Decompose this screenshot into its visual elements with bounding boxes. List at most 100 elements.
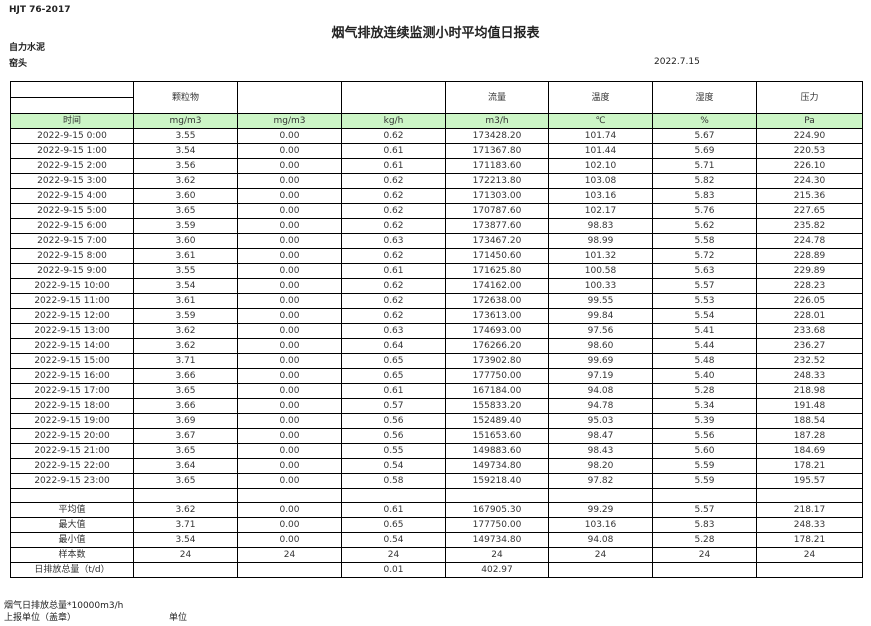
table-cell: 时间 (10, 113, 134, 129)
table-cell: ℃ (548, 113, 653, 129)
table-row: 2022-9-15 23:00 3.65 0.00 0.58 159218.40 97.8… (10, 473, 863, 489)
table-cell: 5.56 (652, 428, 757, 444)
table-cell: 177750.00 (445, 517, 549, 533)
table-cell: 0.00 (237, 188, 342, 204)
table-cell: 187.28 (756, 428, 863, 444)
table-cell: 3.55 (133, 263, 238, 279)
table-cell: 228.23 (756, 278, 863, 294)
table-cell: 0.00 (237, 458, 342, 474)
table-cell: 3.62 (133, 173, 238, 189)
table-cell: 湿度 (652, 81, 757, 114)
table-cell: 5.41 (652, 323, 757, 339)
table-cell: 3.54 (133, 278, 238, 294)
table-cell: 0.00 (237, 248, 342, 264)
table-cell (237, 562, 342, 578)
table-cell: 98.43 (548, 443, 653, 459)
table-cell: 218.98 (756, 383, 863, 399)
table-row: 2022-9-15 6:00 3.59 0.00 0.62 173877.60 98.83… (10, 218, 863, 234)
table-cell: 最大值 (10, 517, 134, 533)
table-cell: 0.62 (341, 188, 446, 204)
table-row: 2022-9-15 10:00 3.54 0.00 0.62 174162.00 100.… (10, 278, 863, 294)
table-cell: mg/m3 (237, 113, 342, 129)
table-cell: 24 (133, 547, 238, 563)
table-cell: 220.53 (756, 143, 863, 159)
table-cell: 0.00 (237, 278, 342, 294)
table-cell (133, 488, 238, 503)
table-cell: 2022-9-15 20:00 (10, 428, 134, 444)
table-cell: 98.60 (548, 338, 653, 354)
table-cell: 100.33 (548, 278, 653, 294)
table-cell: 0.62 (341, 173, 446, 189)
table-cell: 229.89 (756, 263, 863, 279)
table-cell: 0.00 (237, 398, 342, 414)
table-cell: 24 (341, 547, 446, 563)
table-cell: 流量 (445, 81, 549, 114)
table-cell: 172638.00 (445, 293, 549, 309)
table-cell: 149734.80 (445, 532, 549, 548)
table-cell: 0.62 (341, 218, 446, 234)
table-cell: 94.08 (548, 383, 653, 399)
table-cell: 5.53 (652, 293, 757, 309)
table-cell: 3.66 (133, 368, 238, 384)
table-cell: 95.03 (548, 413, 653, 429)
table-row: 2022-9-15 2:00 3.56 0.00 0.61 171183.60 102.1… (10, 158, 863, 174)
table-cell: 0.56 (341, 413, 446, 429)
table-cell: 188.54 (756, 413, 863, 429)
table-cell: 100.58 (548, 263, 653, 279)
table-cell: 0.61 (341, 263, 446, 279)
table-cell: 173613.00 (445, 308, 549, 324)
table-cell: 2022-9-15 23:00 (10, 473, 134, 489)
table-cell: 149883.60 (445, 443, 549, 459)
table-cell: 0.00 (237, 443, 342, 459)
table-cell: 温度 (548, 81, 653, 114)
table-cell: 94.78 (548, 398, 653, 414)
table-cell (341, 488, 446, 503)
table-cell: 0.65 (341, 517, 446, 533)
table-cell: 97.82 (548, 473, 653, 489)
table-cell: 压力 (756, 81, 863, 114)
table-cell: 5.59 (652, 458, 757, 474)
table-row: 2022-9-15 15:00 3.71 0.00 0.65 173902.80 99.6… (10, 353, 863, 369)
table-row: 2022-9-15 9:00 3.55 0.00 0.61 171625.80 100.5… (10, 263, 863, 279)
table-row: 2022-9-15 7:00 3.60 0.00 0.63 173467.20 98.99… (10, 233, 863, 249)
table-row: 2022-9-15 19:00 3.69 0.00 0.56 152489.40 95.0… (10, 413, 863, 429)
table-cell: 224.78 (756, 233, 863, 249)
table-row: 2022-9-15 4:00 3.60 0.00 0.62 171303.00 103.1… (10, 188, 863, 204)
table-row: 2022-9-15 22:00 3.64 0.00 0.54 149734.80 98.2… (10, 458, 863, 474)
table-cell: 149734.80 (445, 458, 549, 474)
table-cell: 171367.80 (445, 143, 549, 159)
table-cell (445, 488, 549, 503)
table-cell: 99.69 (548, 353, 653, 369)
table-cell: 103.08 (548, 173, 653, 189)
table-cell: 3.67 (133, 428, 238, 444)
table-cell: 0.55 (341, 443, 446, 459)
table-cell: 0.00 (237, 308, 342, 324)
table-cell: 5.69 (652, 143, 757, 159)
table-cell: 173877.60 (445, 218, 549, 234)
table-cell (756, 488, 863, 503)
table-cell: 0.62 (341, 248, 446, 264)
table-cell: 3.54 (133, 532, 238, 548)
table-cell: 3.55 (133, 128, 238, 144)
table-cell: 5.59 (652, 473, 757, 489)
table-cell: 2022-9-15 2:00 (10, 158, 134, 174)
table-cell: 102.10 (548, 158, 653, 174)
table-cell: 0.54 (341, 458, 446, 474)
table-cell: 171183.60 (445, 158, 549, 174)
table-row: 2022-9-15 13:00 3.62 0.00 0.63 174693.00 97.5… (10, 323, 863, 339)
table-cell: 224.30 (756, 173, 863, 189)
table-cell: 平均值 (10, 502, 134, 518)
table-cell: 226.10 (756, 158, 863, 174)
table-cell: 5.62 (652, 218, 757, 234)
table-row: 2022-9-15 8:00 3.61 0.00 0.62 171450.60 101.3… (10, 248, 863, 264)
table-cell: 0.63 (341, 323, 446, 339)
table-cell: 0.61 (341, 158, 446, 174)
table-cell: 0.62 (341, 293, 446, 309)
table-cell: 0.00 (237, 383, 342, 399)
table-cell: 3.65 (133, 383, 238, 399)
table-cell: 5.58 (652, 233, 757, 249)
table-cell: 2022-9-15 14:00 (10, 338, 134, 354)
table-cell: 184.69 (756, 443, 863, 459)
table-cell: 97.56 (548, 323, 653, 339)
table-cell: 232.52 (756, 353, 863, 369)
